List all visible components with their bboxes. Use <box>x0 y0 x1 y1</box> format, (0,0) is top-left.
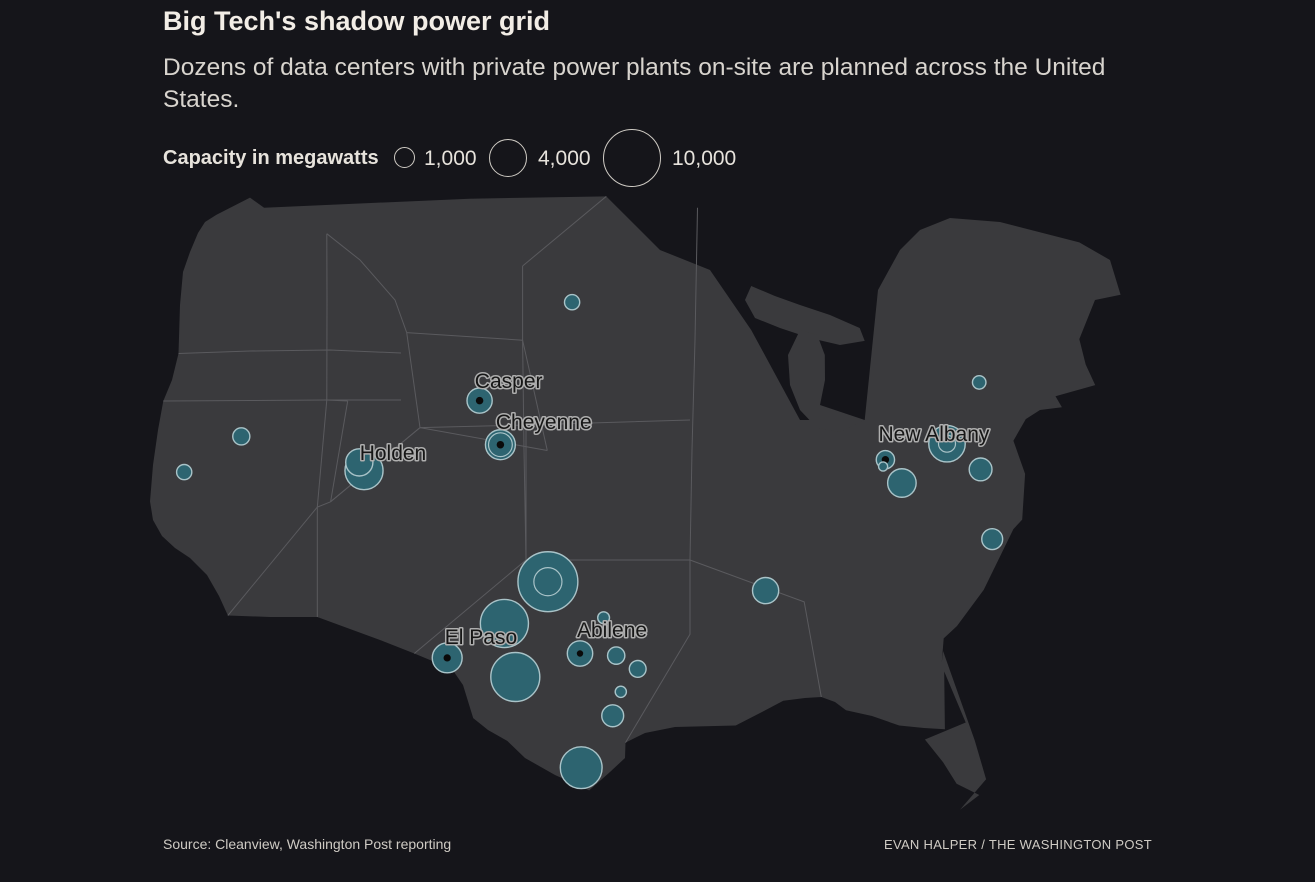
svg-text:Casper: Casper <box>475 370 543 393</box>
svg-text:El Paso: El Paso <box>445 626 517 649</box>
svg-text:Abilene: Abilene <box>577 619 647 642</box>
svg-text:Holden: Holden <box>360 442 427 465</box>
svg-text:Cheyenne: Cheyenne <box>496 411 592 434</box>
svg-text:New Albany: New Albany <box>879 423 990 446</box>
